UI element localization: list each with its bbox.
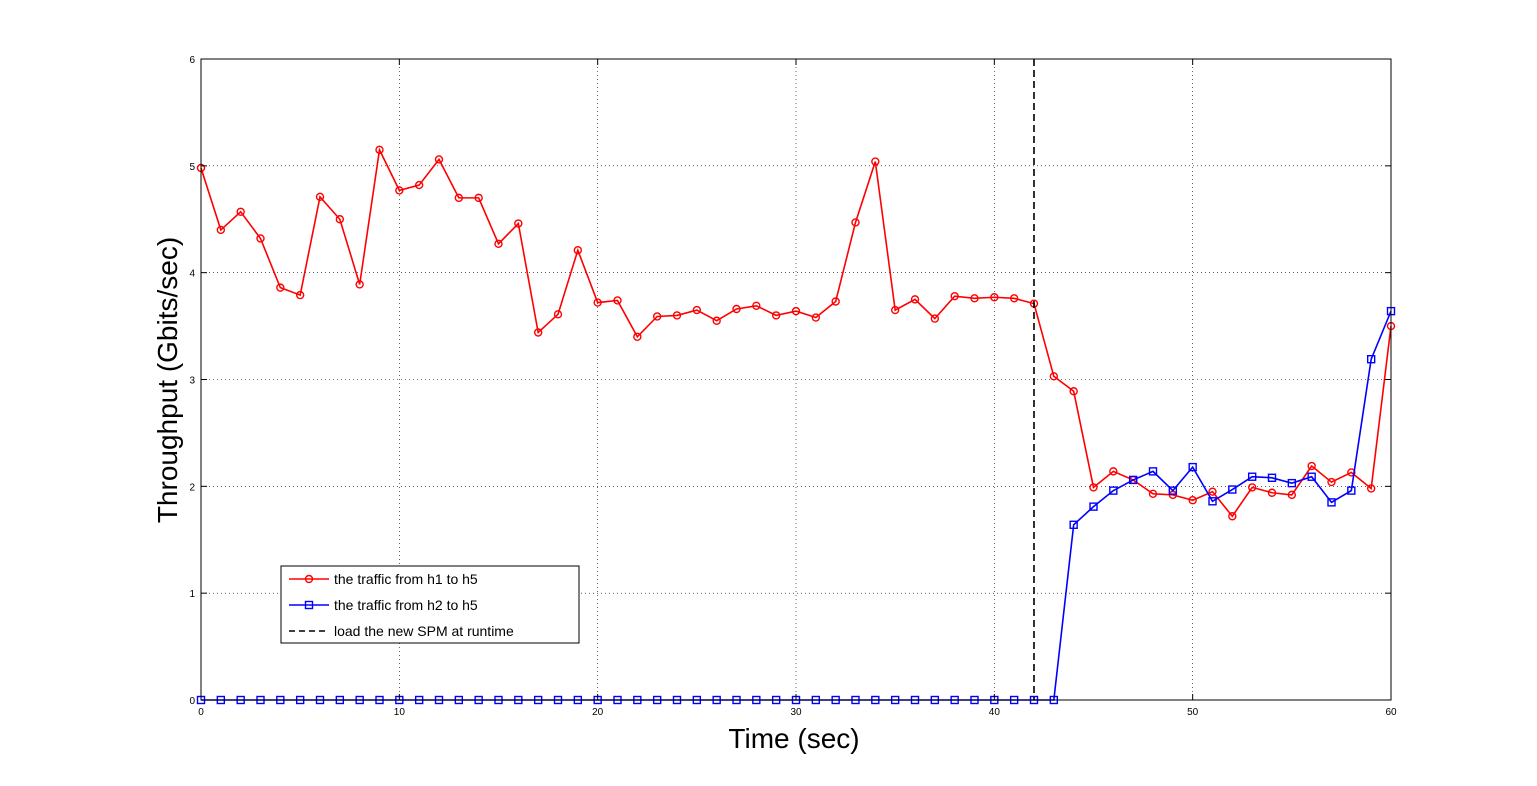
data-point <box>990 293 999 302</box>
data-point <box>276 283 285 292</box>
data-point <box>434 155 444 164</box>
data-point <box>1366 484 1376 493</box>
data-point <box>355 280 364 289</box>
data-point <box>1009 294 1019 303</box>
data-point <box>1069 387 1078 396</box>
data-point <box>1089 483 1098 492</box>
data-point <box>950 291 959 301</box>
data-point <box>613 296 622 305</box>
data-point <box>414 180 424 190</box>
data-point <box>930 314 940 323</box>
y-tick-label: 5 <box>189 162 195 173</box>
data-point <box>1267 473 1277 482</box>
data-point <box>335 215 345 224</box>
data-point <box>514 219 523 228</box>
series-line-1 <box>200 147 1392 518</box>
data-point <box>1148 467 1158 476</box>
data-point <box>811 313 821 322</box>
data-point <box>1188 496 1197 505</box>
data-point <box>692 305 702 315</box>
data-point <box>573 246 583 255</box>
y-tick-label: 4 <box>189 269 195 280</box>
x-axis-title: Time (sec) <box>728 723 859 754</box>
data-point <box>1366 355 1376 364</box>
data-point <box>970 294 979 303</box>
data-point <box>454 193 464 203</box>
data-point <box>1287 490 1297 500</box>
data-point <box>236 207 245 216</box>
ticks <box>200 58 1392 701</box>
data-point <box>1327 498 1336 507</box>
data-point <box>315 192 325 202</box>
x-tick-label: 60 <box>1385 707 1397 718</box>
data-point <box>890 305 900 315</box>
data-point <box>1267 488 1277 497</box>
data-point <box>871 157 880 166</box>
data-point <box>1347 486 1356 495</box>
legend-label-h1: the traffic from h1 to h5 <box>334 571 478 587</box>
x-tick-label: 20 <box>592 707 604 718</box>
data-point <box>1069 520 1078 529</box>
y-axis-title: Throughput (Gbits/sec) <box>152 237 183 523</box>
grid <box>201 59 1391 700</box>
data-point <box>910 295 920 304</box>
legend: the traffic from h1 to h5 the traffic fr… <box>280 565 580 644</box>
legend-marker-h1 <box>304 574 314 584</box>
data-point <box>216 225 226 235</box>
data-point <box>533 328 543 337</box>
data-point <box>1089 502 1098 511</box>
x-tick-label: 0 <box>198 707 204 718</box>
data-point <box>494 239 503 249</box>
tick-labels: 0 10 20 30 40 50 60 0 1 2 3 4 5 6 <box>189 55 1397 718</box>
y-tick-label: 6 <box>189 55 195 66</box>
y-tick-label: 1 <box>189 589 195 600</box>
data-point <box>791 306 801 316</box>
y-tick-label: 2 <box>189 482 195 493</box>
x-tick-label: 40 <box>989 707 1001 718</box>
data-point <box>474 193 483 203</box>
data-point <box>633 332 642 341</box>
data-point <box>1247 483 1257 492</box>
data-point <box>295 290 305 300</box>
data-point <box>1228 485 1237 494</box>
data-point <box>1208 487 1217 496</box>
data-point <box>593 298 602 307</box>
data-point <box>752 301 761 310</box>
legend-label-h2: the traffic from h2 to h5 <box>334 597 478 613</box>
data-point <box>851 218 860 227</box>
data-point <box>1307 461 1316 471</box>
data-point <box>1109 467 1118 476</box>
legend-box <box>280 565 580 644</box>
data-point <box>395 186 404 195</box>
data-point <box>652 312 662 321</box>
x-tick-label: 30 <box>790 707 802 718</box>
x-tick-label: 50 <box>1187 707 1199 718</box>
data-point <box>1188 462 1197 472</box>
data-point <box>672 311 682 320</box>
data-point <box>712 316 721 325</box>
data-point <box>1049 372 1059 381</box>
y-tick-label: 3 <box>189 376 195 387</box>
data-point <box>1228 512 1237 521</box>
data-point <box>771 311 781 320</box>
data-point <box>732 304 741 314</box>
data-point <box>1109 486 1118 495</box>
data-point <box>1327 477 1336 487</box>
y-tick-label: 0 <box>189 696 195 707</box>
data-point <box>831 297 840 306</box>
data-point <box>1247 472 1257 481</box>
x-tick-label: 10 <box>394 707 406 718</box>
data-point <box>553 310 563 319</box>
legend-marker-h2 <box>304 600 314 610</box>
data-point <box>375 145 384 155</box>
data-point <box>1148 489 1158 499</box>
data-point <box>1208 497 1217 506</box>
data-point <box>1287 478 1297 488</box>
legend-label-spm: load the new SPM at runtime <box>334 623 514 639</box>
data-point <box>1128 475 1138 485</box>
data-point <box>1168 486 1178 495</box>
data-point <box>1307 472 1316 481</box>
data-point <box>256 234 265 243</box>
